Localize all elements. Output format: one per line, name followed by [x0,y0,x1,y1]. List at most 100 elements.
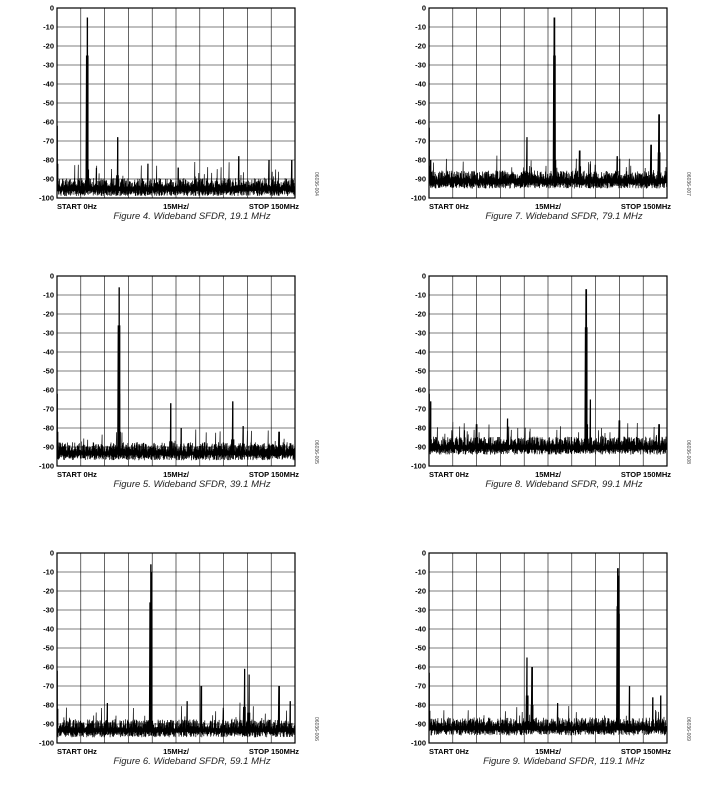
plot-frame [428,7,668,199]
y-tick-label: -80 [415,424,426,433]
y-tick-label: -40 [415,625,426,634]
x-label-center: 15MHz/ [535,470,562,479]
spectrum-trace [56,564,296,738]
figure-code: 06036-005 [313,440,319,464]
y-tick-label: -60 [415,118,426,127]
spectrum-trace [56,17,296,197]
figure-code: 06036-008 [685,440,691,464]
y-tick-label: 0 [422,272,426,281]
y-tick-label: -60 [43,118,54,127]
y-tick-label: -20 [415,310,426,319]
x-label-stop: STOP 150MHz [621,747,671,756]
y-tick-label: 0 [50,4,54,13]
y-tick-label: 0 [50,549,54,558]
plot-frame [428,552,668,744]
y-tick-label: -40 [415,348,426,357]
plot-frame [56,275,296,467]
figure-caption: Figure 7. Wideband SFDR, 79.1 MHz [485,211,643,222]
y-tick-label: -90 [43,175,54,184]
y-tick-label: -100 [411,194,426,203]
figure-caption: Figure 9. Wideband SFDR, 119.1 MHz [483,756,645,767]
y-tick-label: -20 [43,310,54,319]
x-label-start: START 0Hz [57,747,97,756]
y-tick-label: -60 [415,663,426,672]
spectrum-trace [56,287,296,461]
y-tick-label: -50 [43,99,54,108]
y-tick-label: -40 [43,625,54,634]
chart-panel-fig8: 0 -10 -20 -30 -40 -50 -60 -70 -80 -90 -100 START 0H… [409,268,718,518]
y-tick-label: -60 [43,386,54,395]
y-tick-label: -20 [43,42,54,51]
y-tick-label: -40 [43,80,54,89]
y-tick-label: -20 [415,587,426,596]
x-label-center: 15MHz/ [535,747,562,756]
y-tick-label: -60 [43,663,54,672]
x-label-stop: STOP 150MHz [621,202,671,211]
spectrum-trace [428,17,668,189]
plot-frame [428,275,668,467]
plot-frame [56,552,296,744]
x-label-center: 15MHz/ [163,202,190,211]
x-label-start: START 0Hz [57,470,97,479]
y-tick-label: -100 [39,462,54,471]
y-tick-label: -100 [411,739,426,748]
x-label-center: 15MHz/ [163,470,190,479]
y-tick-label: -30 [43,61,54,70]
chart-panel-fig6: 0 -10 -20 -30 -40 -50 -60 -70 -80 -90 -100 START 0H… [37,545,357,795]
y-tick-label: -50 [415,367,426,376]
figure-code: 06036-007 [685,172,691,196]
y-tick-label: -80 [43,424,54,433]
chart-panel-fig4: 0 -10 -20 -30 -40 -50 -60 -70 -80 -90 -100 START 0H… [37,0,357,250]
y-tick-label: -30 [415,606,426,615]
y-tick-label: -60 [415,386,426,395]
y-tick-label: -80 [415,701,426,710]
y-tick-label: -80 [43,701,54,710]
y-tick-label: -70 [43,682,54,691]
figure-code: 06036-009 [685,717,691,741]
y-tick-label: -70 [43,405,54,414]
y-tick-label: -10 [415,568,426,577]
y-tick-label: 0 [422,4,426,13]
y-tick-label: -90 [415,175,426,184]
chart-panel-fig9: 0 -10 -20 -30 -40 -50 -60 -70 -80 -90 -100 START 0H… [409,545,718,795]
x-label-center: 15MHz/ [535,202,562,211]
x-label-start: START 0Hz [429,470,469,479]
y-tick-label: -80 [415,156,426,165]
y-tick-label: -100 [411,462,426,471]
y-tick-label: -40 [43,348,54,357]
y-tick-label: -30 [43,606,54,615]
y-tick-label: -10 [415,291,426,300]
y-tick-label: -90 [415,720,426,729]
y-tick-label: -50 [415,644,426,653]
y-tick-label: -100 [39,194,54,203]
y-tick-label: -90 [43,443,54,452]
x-label-stop: STOP 150MHz [249,202,299,211]
y-tick-label: -20 [415,42,426,51]
y-tick-label: -10 [43,23,54,32]
y-tick-label: -90 [415,443,426,452]
y-tick-label: -50 [43,644,54,653]
y-tick-label: -50 [415,99,426,108]
figure-caption: Figure 6. Wideband SFDR, 59.1 MHz [113,756,271,767]
figure-code: 06036-004 [313,172,319,196]
spectrum-trace [428,568,668,736]
y-tick-label: -10 [43,568,54,577]
y-tick-label: -90 [43,720,54,729]
y-tick-label: 0 [50,272,54,281]
x-label-start: START 0Hz [429,202,469,211]
y-tick-label: -20 [43,587,54,596]
y-tick-label: -70 [43,137,54,146]
y-tick-label: -10 [415,23,426,32]
y-tick-label: -100 [39,739,54,748]
spectrum-trace [428,289,668,455]
figure-caption: Figure 8. Wideband SFDR, 99.1 MHz [485,479,643,490]
figure-caption: Figure 5. Wideband SFDR, 39.1 MHz [113,479,271,490]
y-tick-label: -40 [415,80,426,89]
x-label-stop: STOP 150MHz [621,470,671,479]
